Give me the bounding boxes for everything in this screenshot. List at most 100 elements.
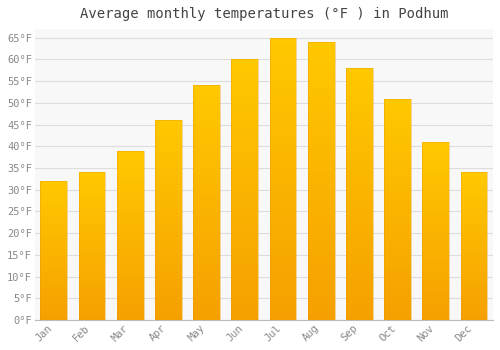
Bar [117,239,143,240]
Bar [422,160,449,161]
Bar [270,125,296,128]
Bar [422,311,449,313]
Bar [78,212,106,214]
Bar [346,161,372,164]
Bar [270,72,296,75]
Bar [232,192,258,195]
Bar [460,215,487,217]
Bar [422,249,449,251]
Bar [193,179,220,182]
Bar [346,144,372,146]
Bar [117,178,143,180]
Bar [40,210,67,212]
Bar [384,134,411,136]
Bar [384,276,411,278]
Bar [78,285,106,286]
Bar [460,236,487,237]
Bar [422,300,449,302]
Bar [40,317,67,318]
Bar [117,206,143,208]
Bar [40,237,67,238]
Bar [78,202,106,203]
Bar [117,266,143,267]
Bar [460,201,487,202]
Bar [308,223,334,225]
Bar [346,121,372,124]
Bar [384,196,411,198]
Bar [270,66,296,69]
Bar [308,53,334,56]
Bar [40,187,67,188]
Bar [270,156,296,159]
Bar [384,149,411,152]
Bar [193,275,220,278]
Bar [270,300,296,303]
Bar [155,302,182,304]
Bar [346,285,372,287]
Bar [460,258,487,259]
Bar [193,203,220,205]
Bar [117,223,143,225]
Bar [346,199,372,202]
Bar [232,156,258,159]
Bar [78,211,106,212]
Bar [422,183,449,185]
Title: Average monthly temperatures (°F ) in Podhum: Average monthly temperatures (°F ) in Po… [80,7,448,21]
Bar [155,168,182,170]
Bar [78,201,106,202]
Bar [232,247,258,250]
Bar [155,290,182,292]
Bar [346,224,372,227]
Bar [422,167,449,169]
Bar [460,295,487,296]
Bar [155,120,182,122]
Bar [78,252,106,253]
Bar [117,313,143,315]
Bar [155,304,182,306]
Bar [460,281,487,283]
Bar [308,201,334,203]
Bar [193,226,220,229]
Bar [232,135,258,138]
Bar [78,193,106,195]
Bar [155,198,182,200]
Bar [384,198,411,201]
Bar [232,83,258,85]
Bar [40,261,67,263]
Bar [308,192,334,195]
Bar [346,164,372,166]
Bar [270,150,296,153]
Bar [346,250,372,252]
Bar [117,301,143,303]
Bar [155,150,182,152]
Bar [384,107,411,110]
Bar [78,271,106,273]
Bar [460,302,487,304]
Bar [422,172,449,174]
Bar [308,173,334,175]
Bar [384,130,411,132]
Bar [232,179,258,182]
Bar [308,248,334,251]
Bar [422,275,449,277]
Bar [308,156,334,159]
Bar [117,156,143,158]
Bar [40,225,67,227]
Bar [384,183,411,185]
Bar [78,233,106,234]
Bar [232,65,258,67]
Bar [346,151,372,154]
Bar [78,293,106,295]
Bar [270,295,296,298]
Bar [270,258,296,261]
Bar [232,91,258,93]
Bar [384,300,411,302]
Bar [308,289,334,292]
Bar [155,234,182,236]
Bar [308,292,334,295]
Bar [384,189,411,191]
Bar [193,215,220,217]
Bar [308,48,334,50]
Bar [422,251,449,252]
Bar [40,296,67,298]
